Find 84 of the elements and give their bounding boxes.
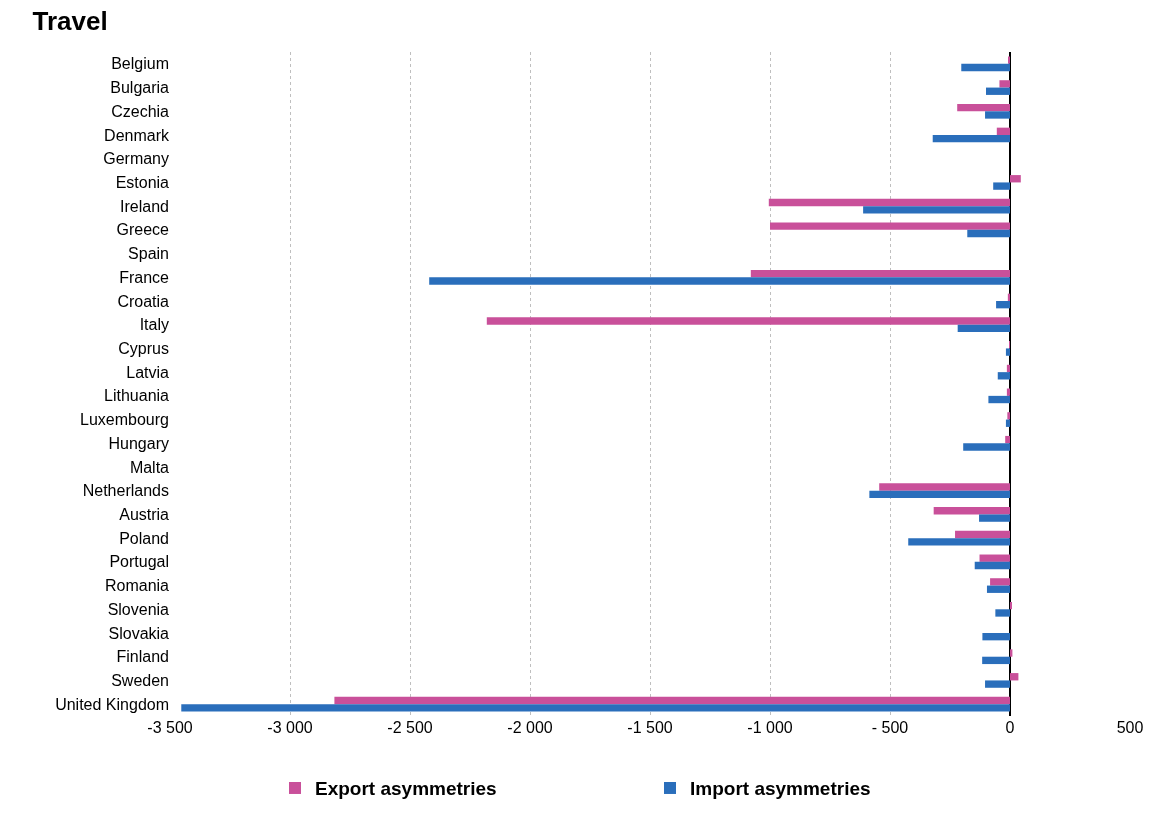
bar [985, 680, 1010, 688]
bar [999, 80, 1010, 88]
y-tick-label: Hungary [108, 434, 169, 452]
bar [768, 198, 1010, 207]
y-tick-label: Netherlands [82, 482, 169, 500]
bar [957, 103, 1010, 112]
bar [995, 609, 1010, 617]
bar [993, 182, 1010, 190]
bar [863, 206, 1010, 214]
bar [933, 507, 1010, 515]
y-tick-label: Luxembourg [80, 411, 169, 429]
bar [1005, 435, 1010, 444]
x-tick-label: -3 500 [147, 719, 193, 736]
bar [986, 585, 1010, 593]
bar [955, 530, 1010, 539]
bar [1006, 388, 1010, 396]
bar [974, 561, 1010, 570]
x-tick-label: -3 000 [267, 719, 313, 736]
bar [486, 317, 1010, 325]
y-tick-label: Germany [103, 150, 169, 168]
y-tick-label: Cyprus [118, 340, 169, 358]
y-tick-label: Slovenia [107, 600, 170, 618]
y-tick-label: Spain [128, 245, 169, 263]
x-tick-label: -1 000 [747, 719, 793, 736]
y-tick-label: Slovakia [108, 624, 170, 642]
y-tick-label: Poland [119, 529, 169, 547]
x-tick-label: 0 [1005, 719, 1015, 736]
bar [1007, 412, 1010, 420]
y-tick-label: Austria [119, 506, 170, 524]
bar [334, 696, 1010, 705]
y-tick-label: Czechia [111, 102, 170, 120]
bar [986, 87, 1010, 95]
x-tick-label: -2 500 [387, 719, 433, 736]
y-tick-label: Denmark [104, 126, 170, 144]
y-tick-label: Croatia [117, 292, 170, 310]
y-tick-label: Romania [104, 577, 170, 595]
bar [963, 443, 1010, 451]
y-tick-label: Estonia [115, 174, 170, 192]
y-tick-label: Italy [139, 316, 169, 334]
bar [181, 704, 1010, 712]
y-tick-label: Portugal [109, 553, 169, 571]
y-tick-label: Malta [129, 458, 170, 476]
bar [996, 301, 1010, 309]
bar [429, 277, 1010, 285]
bar [1010, 175, 1021, 183]
bar [1005, 419, 1010, 427]
x-tick-label: -2 000 [507, 719, 553, 736]
bar [1010, 673, 1019, 681]
legend-label: Import asymmetries [690, 778, 871, 800]
bar [985, 111, 1010, 119]
y-tick-label: Belgium [111, 55, 169, 73]
bar [1006, 364, 1010, 373]
bar [879, 483, 1010, 491]
bar [770, 222, 1010, 230]
y-tick-label: France [119, 268, 170, 286]
bar [957, 324, 1010, 333]
bar [979, 514, 1010, 522]
bar [997, 372, 1010, 380]
y-tick-label: Bulgaria [110, 79, 170, 97]
x-tick-label: 500 [1116, 719, 1144, 736]
x-tick-label: -1 500 [627, 719, 673, 736]
bar [979, 554, 1010, 562]
bar [982, 633, 1010, 641]
bar [908, 538, 1010, 546]
bar [982, 656, 1010, 665]
bar [932, 135, 1010, 143]
bar [996, 127, 1010, 135]
bar [961, 63, 1010, 72]
bar [990, 578, 1010, 586]
y-tick-label: Sweden [111, 672, 169, 690]
bar [869, 490, 1010, 499]
bar [1005, 348, 1010, 356]
x-tick-label: - 500 [871, 719, 909, 736]
bar [750, 269, 1010, 278]
y-tick-label: Latvia [126, 363, 170, 381]
chart-title: Travel [32, 6, 108, 37]
y-tick-label: Greece [116, 221, 170, 239]
bar [988, 395, 1010, 404]
y-tick-label: Finland [116, 648, 169, 666]
y-tick-label: Ireland [120, 197, 169, 215]
y-tick-label: Lithuania [104, 387, 170, 405]
bar [967, 229, 1010, 238]
y-tick-label: United Kingdom [55, 695, 169, 713]
legend-label: Export asymmetries [315, 778, 497, 800]
